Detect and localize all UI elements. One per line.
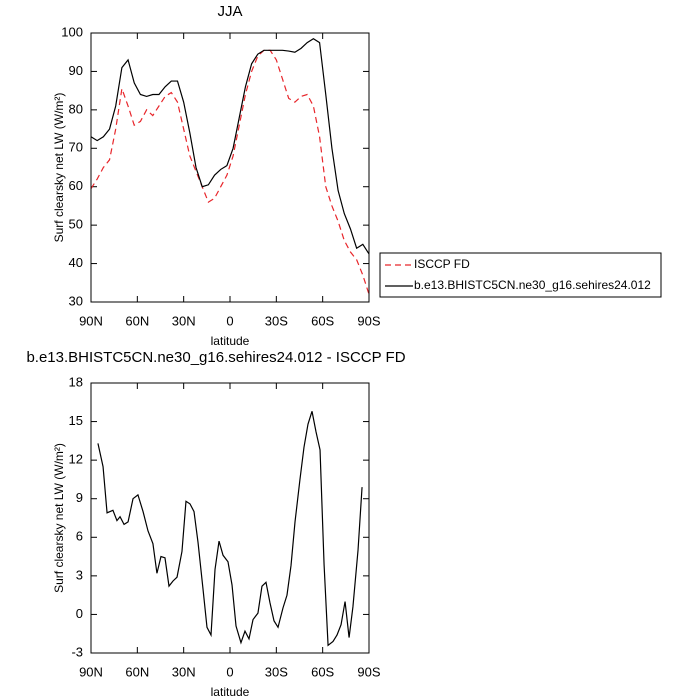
- x-axis-label: latitude: [211, 685, 250, 699]
- y-tick-label: 3: [76, 567, 83, 582]
- y-tick-label: -3: [71, 644, 83, 659]
- y-tick-label: 60: [69, 178, 83, 193]
- x-tick-label: 60N: [125, 664, 149, 679]
- data-line: [97, 411, 363, 647]
- y-tick-label: 40: [69, 255, 83, 270]
- x-tick-label: 60S: [311, 664, 334, 679]
- y-tick-label: 6: [76, 529, 83, 544]
- x-tick-label: 30S: [265, 664, 288, 679]
- x-tick-label: 90S: [357, 313, 380, 328]
- plot-frame: [90, 32, 370, 303]
- y-axis-label: Surf clearsky net LW (W/m²): [52, 443, 66, 593]
- x-tick-label: 90N: [79, 313, 103, 328]
- x-tick-label: 60N: [125, 313, 149, 328]
- y-tick-label: 18: [69, 374, 83, 389]
- y-tick-label: 9: [76, 490, 83, 505]
- x-tick-label: 30N: [172, 664, 196, 679]
- plot-frame: [90, 382, 370, 654]
- chart-title: b.e13.BHISTC5CN.ne30_g16.sehires24.012 -…: [26, 349, 405, 366]
- x-tick-label: 90N: [79, 664, 103, 679]
- data-line: [90, 38, 370, 255]
- y-tick-label: 0: [76, 606, 83, 621]
- y-tick-label: 90: [69, 63, 83, 78]
- x-tick-label: 90S: [357, 664, 380, 679]
- x-tick-label: 0: [226, 664, 233, 679]
- x-tick-label: 0: [226, 313, 233, 328]
- y-tick-label: 100: [61, 24, 83, 39]
- legend-label: ISCCP FD: [414, 257, 470, 271]
- x-tick-label: 30S: [265, 313, 288, 328]
- y-tick-label: 70: [69, 140, 83, 155]
- x-tick-label: 30N: [172, 313, 196, 328]
- y-tick-label: 50: [69, 217, 83, 232]
- legend-box: [379, 252, 662, 298]
- chart-title: JJA: [217, 3, 242, 20]
- y-axis-label: Surf clearsky net LW (W/m²): [52, 93, 66, 243]
- y-tick-label: 15: [69, 413, 83, 428]
- x-tick-label: 60S: [311, 313, 334, 328]
- x-axis-label: latitude: [211, 334, 250, 348]
- y-tick-label: 80: [69, 101, 83, 116]
- legend-label: b.e13.BHISTC5CN.ne30_g16.sehires24.012: [414, 278, 651, 292]
- data-line: [90, 49, 370, 295]
- y-tick-label: 30: [69, 293, 83, 308]
- y-tick-label: 12: [69, 452, 83, 467]
